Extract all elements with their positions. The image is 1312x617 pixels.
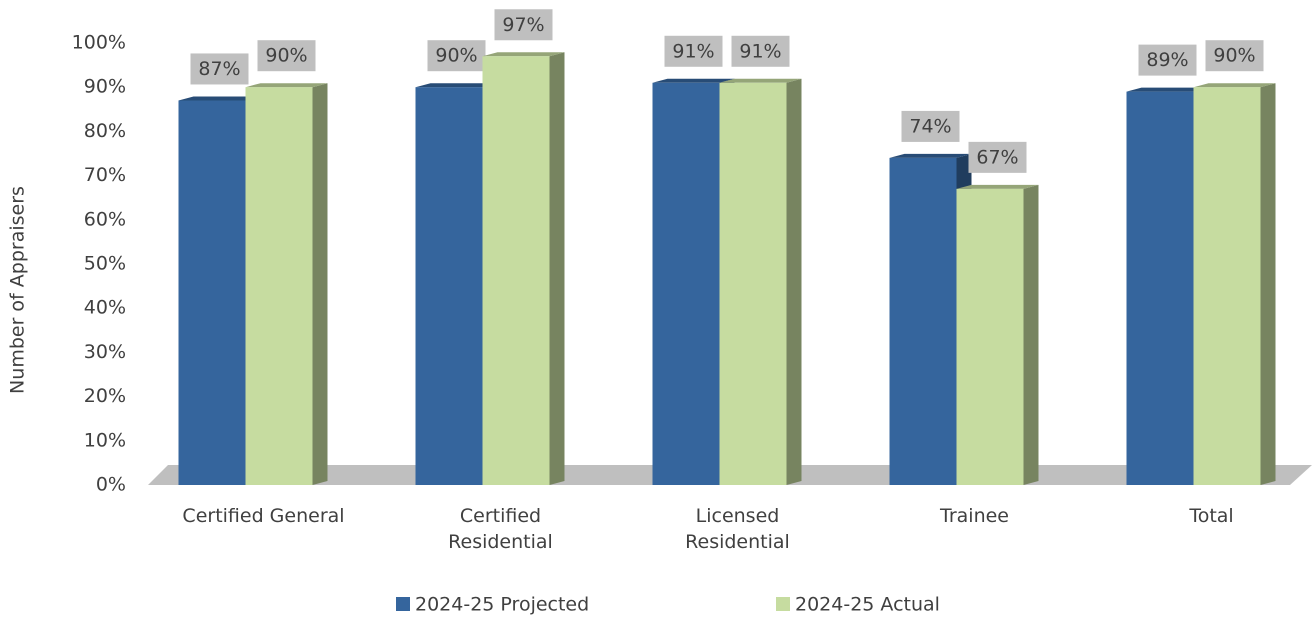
y-axis-label: Number of Appraisers (7, 186, 29, 394)
value-label: 89% (1146, 49, 1188, 71)
bar (1126, 91, 1194, 486)
bar-side (549, 52, 565, 485)
bar-side (1260, 83, 1276, 485)
bar-top (652, 78, 735, 83)
value-label-box (190, 53, 249, 85)
bar-side (786, 78, 802, 485)
legend-label: 2024-25 Actual (795, 594, 940, 616)
bar (245, 87, 313, 485)
x-tick-label: Total (1189, 505, 1234, 527)
value-label: 74% (909, 115, 951, 137)
bar (956, 188, 1024, 486)
y-tick-label: 50% (84, 253, 126, 275)
x-tick-label: Trainee (940, 505, 1009, 527)
value-label-box (427, 40, 486, 72)
y-tick-label: 30% (84, 341, 126, 363)
value-label-box (1205, 40, 1264, 72)
y-tick-label: 10% (84, 429, 126, 451)
bar (178, 100, 246, 486)
bar (482, 56, 550, 485)
y-tick-label: 70% (84, 164, 126, 186)
value-label: 97% (502, 14, 544, 36)
value-label: 90% (265, 45, 307, 67)
value-label-box (968, 141, 1027, 173)
value-label: 91% (739, 40, 781, 62)
bar-top (719, 78, 802, 83)
bar-top (889, 153, 972, 158)
value-label: 67% (976, 146, 1018, 168)
value-label-box (901, 110, 960, 142)
legend-swatch (396, 597, 410, 611)
x-tick-label: Certified General (182, 505, 345, 527)
bar (415, 87, 483, 485)
legend-swatch (776, 597, 790, 611)
bar-side (312, 83, 328, 485)
bar-top (1126, 87, 1209, 92)
bar-top (482, 52, 565, 57)
value-label-box (664, 35, 723, 67)
y-tick-label: 80% (84, 120, 126, 142)
value-label-box (257, 40, 316, 72)
bar (889, 157, 957, 486)
bar-top (178, 96, 261, 101)
value-label-box (494, 9, 553, 41)
y-tick-label: 40% (84, 297, 126, 319)
value-label: 90% (1213, 45, 1255, 67)
y-tick-label: 100% (72, 32, 126, 54)
bar (719, 82, 787, 485)
legend-label: 2024-25 Projected (415, 594, 589, 616)
x-tick-label: Certified Residential (448, 505, 553, 553)
value-label-box (1138, 44, 1197, 76)
value-label: 91% (672, 40, 714, 62)
bar-top (415, 83, 498, 88)
value-label: 90% (435, 45, 477, 67)
bar-side (1023, 184, 1039, 486)
bar-top (245, 83, 328, 88)
x-tick-label: Licensed Residential (685, 505, 790, 553)
y-tick-label: 90% (84, 76, 126, 98)
bar-top (956, 184, 1039, 189)
y-tick-label: 60% (84, 208, 126, 230)
value-label: 87% (198, 58, 240, 80)
y-tick-label: 20% (84, 385, 126, 407)
bar (652, 82, 720, 485)
value-label-box (731, 35, 790, 67)
bar-top (1193, 83, 1276, 88)
y-tick-label: 0% (96, 474, 126, 496)
bar (1193, 87, 1261, 485)
